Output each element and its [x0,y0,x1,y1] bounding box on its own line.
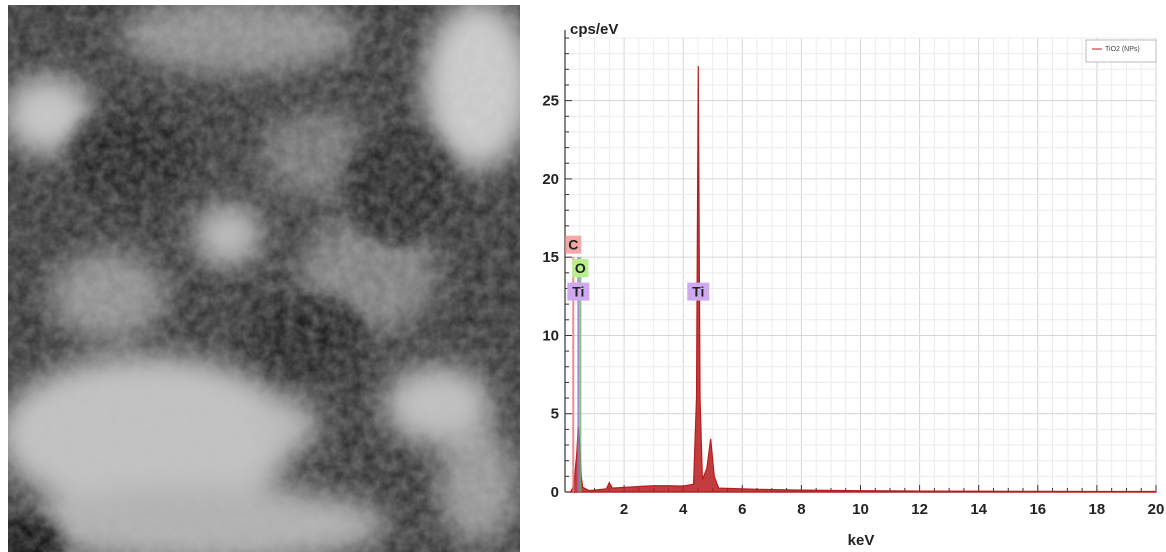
y-tick-label: 10 [542,327,559,344]
element-tag-label: O [575,260,586,276]
chart-labels: cps/eV keV [570,21,874,549]
x-tick-label: 20 [1148,501,1165,518]
chart-series [570,66,1157,493]
y-tick-label: 25 [542,93,559,110]
sem-micrograph-image [8,5,520,552]
x-tick-label: 2 [620,501,628,518]
element-tag-background [565,235,582,254]
spectrum-series-area-0 [570,66,1157,493]
y-tick-label: 20 [542,171,559,188]
chart-legend: TiO2 (NPs) [1085,39,1157,63]
element-tag-label: Ti [572,284,584,300]
x-tick-label: 12 [911,501,928,518]
chart-grid [565,37,1157,492]
element-tag-background [687,282,710,301]
x-tick-label: 14 [970,501,987,518]
x-tick-label: 16 [1029,501,1046,518]
sem-micrograph [8,5,520,552]
y-tick-label: 5 [551,406,559,423]
x-tick-label: 18 [1089,501,1106,518]
x-tick-label: 10 [852,501,869,518]
y-tick-label: 15 [542,249,559,266]
x-tick-label: 4 [679,501,688,518]
y-axis-title: cps/eV [570,21,618,38]
element-tag-label: C [568,237,578,253]
x-axis-title: keV [848,532,875,549]
element-tag-background [572,259,589,278]
x-tick-label: 8 [797,501,805,518]
element-tag-label: Ti [692,284,704,300]
chart-peak-markers: CO Ti Ti [565,235,710,492]
legend-entry-tio2: TiO2 (NPs) [1105,46,1140,53]
y-tick-label: 0 [551,484,559,501]
eds-spectrum-chart: 2 4 6 8 10 12 14 16 18 20 0 5 10 15 20 25 C O Ti Ti cps/eV… [520,0,1166,552]
x-tick-label: 6 [738,501,746,518]
eds-spectrum-svg: 2 4 6 8 10 12 14 16 18 20 0 5 10 15 20 25 CO Ti Ti cps/eV… [542,21,1165,549]
element-tag-background [567,282,590,301]
